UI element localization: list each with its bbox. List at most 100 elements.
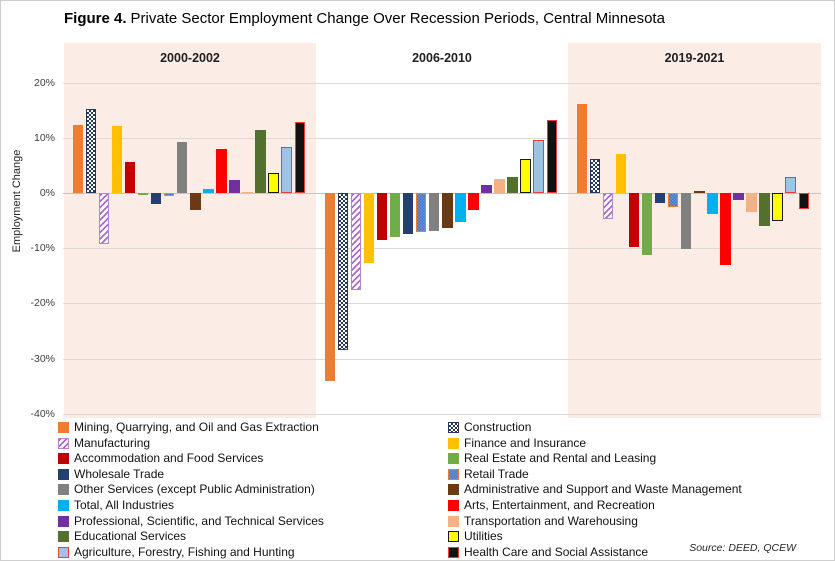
utilities-swatch xyxy=(448,531,459,543)
legend-item-utilities: Utilities xyxy=(448,530,503,544)
construction-swatch xyxy=(448,422,459,433)
legend-item-admin: Administrative and Support and Waste Man… xyxy=(448,483,742,497)
legend-item-healthcare: Health Care and Social Assistance xyxy=(448,544,649,560)
bar-arts-2006-2010 xyxy=(468,193,479,211)
bar-utilities-2000-2002 xyxy=(268,173,279,193)
accommodation-swatch xyxy=(58,453,69,465)
y-tick-label-0%: 0% xyxy=(39,187,55,199)
legend-label-agriculture: Agriculture, Forestry, Fishing and Hunti… xyxy=(74,544,295,559)
bar-otherservices-2006-2010 xyxy=(428,193,440,231)
panel-header-2019-2021: 2019-2021 xyxy=(664,51,725,65)
bar-construction-2006-2010 xyxy=(337,193,349,351)
arts-swatch xyxy=(448,500,459,511)
bar-professional-2000-2002 xyxy=(229,180,240,193)
bar-utilities-2019-2021 xyxy=(772,193,783,221)
gridline-20% xyxy=(63,82,821,84)
legend-label-construction: Construction xyxy=(464,420,532,434)
bar-agriculture-2019-2021 xyxy=(785,176,796,193)
chart-title: Figure 4. Private Sector Employment Chang… xyxy=(64,10,665,27)
chart-title-prefix: Figure 4. xyxy=(64,10,127,27)
otherservices-swatch xyxy=(58,484,69,496)
bar-manufacturing-2000-2002 xyxy=(98,193,110,245)
bar-professional-2019-2021 xyxy=(733,193,744,200)
bar-wholesale-2000-2002 xyxy=(150,193,162,205)
legend-label-manufacturing: Manufacturing xyxy=(74,435,151,450)
legend-item-mining: Mining, Quarrying, and Oil and Gas Extra… xyxy=(58,420,319,435)
bar-arts-2019-2021 xyxy=(720,193,731,265)
legend-item-retail: Retail Trade xyxy=(448,466,529,482)
y-tick-label--40%: -40% xyxy=(30,407,55,420)
professional-swatch xyxy=(58,515,69,527)
bar-otherservices-2019-2021 xyxy=(680,193,692,250)
panel-header-2006-2010: 2006-2010 xyxy=(412,51,472,65)
gridline--10% xyxy=(63,248,821,250)
legend-label-utilities: Utilities xyxy=(464,529,503,544)
legend-item-total: Total, All Industries xyxy=(58,498,175,513)
bar-educational-2000-2002 xyxy=(255,129,266,193)
bar-otherservices-2000-2002 xyxy=(176,142,188,193)
bar-retail-2006-2010 xyxy=(415,193,427,233)
legend-item-professional: Professional, Scientific, and Technical … xyxy=(58,513,324,529)
legend-item-accommodation: Accommodation and Food Services xyxy=(58,452,263,466)
legend-label-admin: Administrative and Support and Waste Man… xyxy=(464,482,742,497)
bar-admin-2000-2002 xyxy=(190,193,201,210)
legend-label-mining: Mining, Quarrying, and Oil and Gas Extra… xyxy=(74,420,319,434)
bar-transportation-2000-2002 xyxy=(242,192,253,193)
bar-educational-2006-2010 xyxy=(507,176,518,193)
bar-retail-2019-2021 xyxy=(667,193,679,207)
bar-arts-2000-2002 xyxy=(216,149,227,193)
y-tick-label--10%: -10% xyxy=(30,242,55,255)
bar-transportation-2006-2010 xyxy=(494,179,505,193)
bar-finance-2019-2021 xyxy=(615,154,627,193)
bar-admin-2006-2010 xyxy=(442,193,453,229)
total-swatch xyxy=(58,500,69,511)
bar-wholesale-2019-2021 xyxy=(654,193,666,204)
bar-healthcare-2000-2002 xyxy=(294,121,306,193)
legend-label-accommodation: Accommodation and Food Services xyxy=(74,451,264,466)
bar-accommodation-2019-2021 xyxy=(628,193,640,248)
bar-construction-2000-2002 xyxy=(85,108,97,193)
bar-realestate-2006-2010 xyxy=(389,193,401,238)
bar-mining-2000-2002 xyxy=(72,124,83,193)
legend-item-arts: Arts, Entertainment, and Recreation xyxy=(448,498,655,513)
legend-label-educational: Educational Services xyxy=(74,529,187,544)
bar-mining-2019-2021 xyxy=(576,104,587,193)
legend-item-construction: Construction xyxy=(448,420,532,435)
legend-item-finance: Finance and Insurance xyxy=(448,436,586,451)
agriculture-swatch xyxy=(58,546,69,558)
legend-label-total: Total, All Industries xyxy=(74,498,175,512)
bar-transportation-2019-2021 xyxy=(746,193,757,212)
bar-mining-2006-2010 xyxy=(324,193,335,381)
gridline--20% xyxy=(63,303,821,305)
legend-label-otherservices: Other Services (except Public Administra… xyxy=(74,482,315,497)
bar-manufacturing-2006-2010 xyxy=(350,193,362,291)
bar-total-2006-2010 xyxy=(455,193,466,222)
bar-wholesale-2006-2010 xyxy=(402,193,414,234)
legend-item-manufacturing: Manufacturing xyxy=(58,435,151,451)
y-tick-label-20%: 20% xyxy=(33,76,55,89)
gridline-0% xyxy=(63,193,821,194)
legend-label-arts: Arts, Entertainment, and Recreation xyxy=(464,498,655,512)
transportation-swatch xyxy=(448,515,459,527)
bar-accommodation-2006-2010 xyxy=(376,193,388,241)
bar-finance-2000-2002 xyxy=(111,125,123,193)
bar-educational-2019-2021 xyxy=(759,193,770,227)
y-tick-label--20%: -20% xyxy=(30,297,55,310)
chart-title-text: Private Sector Employment Change Over Re… xyxy=(130,10,665,27)
source-note: Source: DEED, QCEW xyxy=(689,542,796,554)
legend-item-otherservices: Other Services (except Public Administra… xyxy=(58,483,315,497)
legend-label-realestate: Real Estate and Rental and Leasing xyxy=(464,451,657,466)
legend-label-professional: Professional, Scientific, and Technical … xyxy=(74,513,324,528)
y-tick-label-10%: 10% xyxy=(33,131,55,144)
manufacturing-swatch xyxy=(58,437,69,449)
panel-header-2000-2002: 2000-2002 xyxy=(160,51,220,65)
legend-label-retail: Retail Trade xyxy=(464,466,529,481)
bar-admin-2019-2021 xyxy=(694,190,705,193)
bar-manufacturing-2019-2021 xyxy=(602,193,614,220)
legend-label-healthcare: Health Care and Social Assistance xyxy=(464,544,649,559)
bar-total-2019-2021 xyxy=(707,193,718,214)
mining-swatch xyxy=(58,422,69,433)
finance-swatch xyxy=(448,437,459,449)
bar-professional-2006-2010 xyxy=(481,184,492,193)
